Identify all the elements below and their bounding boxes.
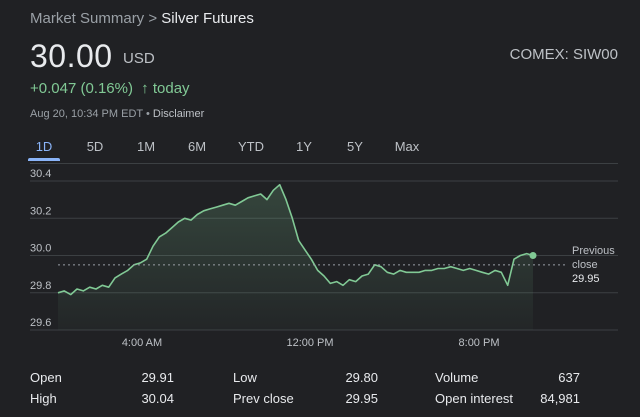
x-tick-label: 12:00 PM [286,337,333,349]
price-change: +0.047 (0.16%) ↑ today [30,80,190,97]
breadcrumb-separator: > [148,10,158,27]
tab-1m[interactable]: 1M [136,139,156,154]
y-tick-label: 30.4 [30,168,51,180]
y-tick-label: 29.8 [30,280,51,292]
arrow-up-icon: ↑ [141,80,149,97]
stat-low-value: 29.80 [345,370,378,385]
stat-volume-label: Volume [435,370,479,385]
tab-5d[interactable]: 5D [86,139,104,154]
price-line [57,183,534,296]
tab-ytd[interactable]: YTD [238,139,264,154]
current-price-dot [529,252,537,259]
previous-close-label-1: Previous [572,245,615,257]
stat-high-label: High [30,391,57,406]
disclaimer-link[interactable]: Disclaimer [152,108,205,120]
y-tick-label: 30.0 [30,243,51,255]
y-tick-label: 30.2 [30,205,51,217]
timestamp-text: Aug 20, 10:34 PM EDT [30,108,143,120]
x-tick-label: 8:00 PM [459,337,500,349]
quote-timestamp: Aug 20, 10:34 PM EDT • Disclaimer [30,108,204,120]
price-chart[interactable]: 30.4 30.2 30.0 29.8 29.6 4:00 AM 12:00 PM 8:00… [0,166,640,356]
breadcrumb: Market Summary > Silver Futures [30,10,254,27]
exchange-symbol: COMEX: SIW00 [509,46,618,63]
tab-1y[interactable]: 1Y [296,139,312,154]
stat-prev-close-label: Prev close [233,391,294,406]
previous-close-value: 29.95 [572,273,600,285]
breadcrumb-parent-link[interactable]: Market Summary [30,10,145,27]
stat-volume-value: 637 [558,370,580,385]
x-tick-label: 4:00 AM [122,337,162,349]
timestamp-separator: • [145,108,150,120]
stat-prev-close-value: 29.95 [345,391,378,406]
change-value: +0.047 (0.16%) [30,80,133,97]
price-area [58,184,533,330]
current-price: 30.00 [30,38,113,74]
tab-5y[interactable]: 5Y [347,139,363,154]
stat-open-value: 29.91 [141,370,174,385]
breadcrumb-current: Silver Futures [161,10,254,27]
currency-label: USD [123,50,155,67]
price-row: 30.00 USD [30,38,155,75]
stat-high-value: 30.04 [141,391,174,406]
y-tick-label: 29.6 [30,317,51,329]
tab-max[interactable]: Max [394,139,420,154]
stat-open-interest-value: 84,981 [540,391,580,406]
tab-1d[interactable]: 1D [24,139,64,161]
stat-open-interest-label: Open interest [435,391,514,406]
stat-open-label: Open [30,370,62,385]
change-period: today [152,80,190,97]
stat-low-label: Low [233,370,257,385]
tab-6m[interactable]: 6M [187,139,207,154]
tabs-divider [30,163,618,164]
previous-close-label-2: close [572,259,598,271]
